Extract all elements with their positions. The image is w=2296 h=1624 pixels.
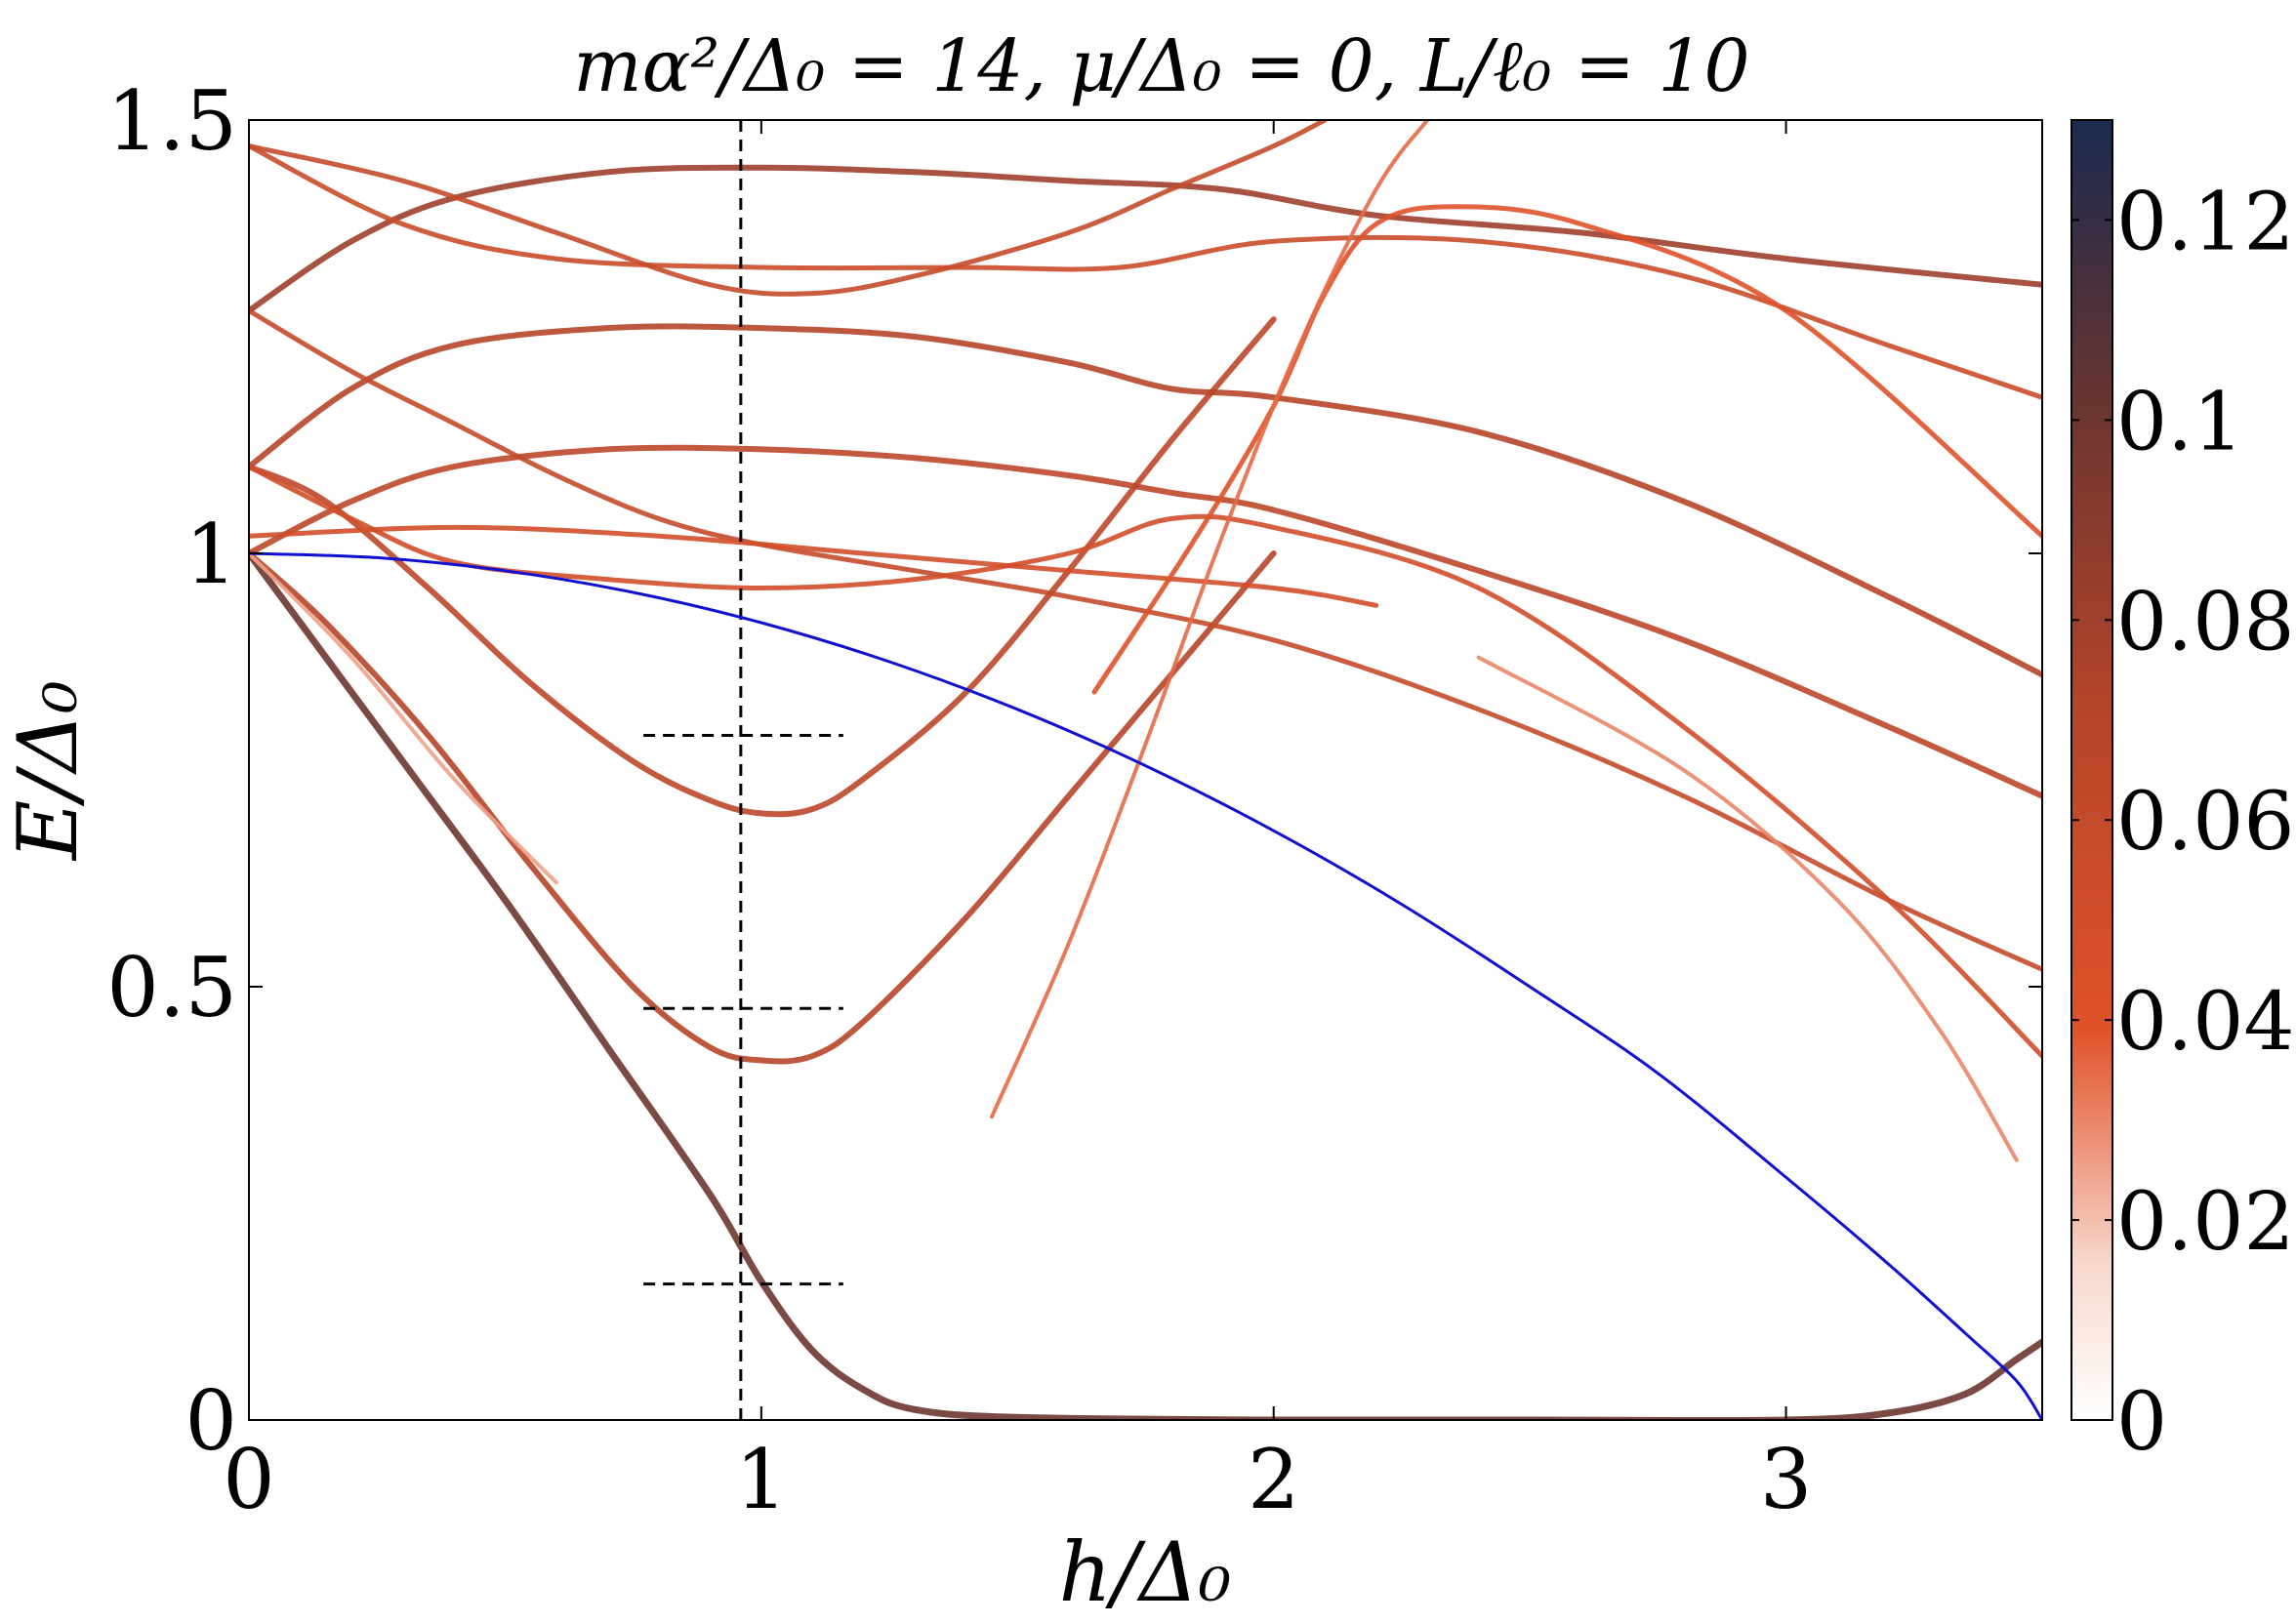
band-b7 — [249, 120, 1328, 297]
reference-lines — [643, 120, 843, 1420]
x-tick-label: 3 — [1760, 1432, 1812, 1527]
y-tick-label: 0 — [185, 1373, 237, 1469]
axes-layer: 0 1 2 3 0 0.5 1 1.5 — [106, 73, 2042, 1527]
colorbar-tick-label: 0 — [2116, 1376, 2167, 1469]
band-b1 — [249, 549, 2042, 1420]
x-tick-label: 1 — [735, 1432, 787, 1527]
band-b15 — [1476, 655, 2019, 1162]
plot-area — [249, 120, 2042, 1420]
y-tick-label: 1.5 — [106, 73, 237, 169]
band-b2 — [249, 550, 1277, 1065]
y-axis-label: E/Δ₀ — [0, 680, 96, 862]
band-b3 — [249, 316, 1277, 818]
bands-layer — [249, 120, 2042, 1420]
colorbar — [2070, 119, 2113, 1421]
band-b4 — [249, 444, 2042, 799]
gap-curve-layer — [249, 551, 2042, 1420]
plot-frame — [248, 119, 2043, 1421]
band-b12 — [1091, 204, 2042, 695]
x-axis-label: h/Δ₀ — [1059, 1524, 1232, 1620]
band-b8 — [249, 307, 2042, 972]
colorbar-tick-label: 0.08 — [2116, 576, 2295, 669]
x-tick-label: 2 — [1248, 1432, 1299, 1527]
colorbar-tick-label: 0.1 — [2116, 376, 2243, 468]
colorbar-tick-label: 0.12 — [2116, 176, 2295, 268]
colorbar-tick-label: 0.06 — [2116, 776, 2295, 869]
y-tick-label: 1 — [185, 507, 237, 602]
band-b10 — [249, 143, 2042, 400]
band-b11 — [249, 524, 1379, 608]
band-b5 — [249, 323, 2042, 678]
y-tick-label: 0.5 — [106, 940, 237, 1035]
colorbar-ticks: 0 0.02 0.04 0.06 0.08 0.1 0.12 — [2071, 176, 2295, 1469]
band-b14 — [990, 120, 1430, 1119]
band-b13 — [249, 551, 558, 885]
gap-curve — [249, 551, 2042, 1420]
x-tick-label: 0 — [223, 1432, 274, 1527]
chart-title: mα²/Δ₀ = 14, μ/Δ₀ = 0, L/ℓ₀ = 10 — [573, 24, 1749, 108]
colorbar-tick-label: 0.02 — [2116, 1176, 2295, 1269]
colorbar-tick-label: 0.04 — [2116, 976, 2295, 1069]
